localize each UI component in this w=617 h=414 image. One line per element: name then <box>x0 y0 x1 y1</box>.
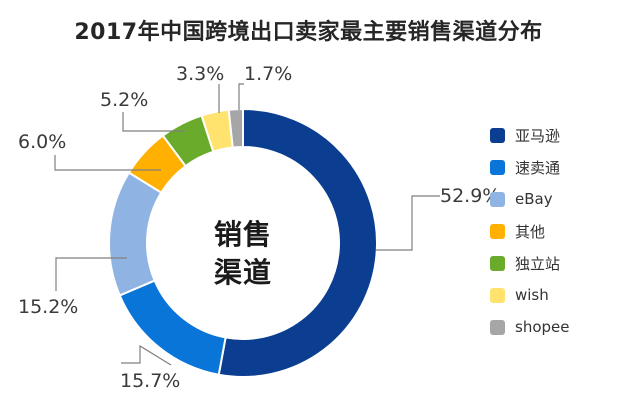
legend-label: eBay <box>515 190 553 208</box>
center-label-line-1: 销售 <box>213 218 272 251</box>
center-label-line-2: 渠道 <box>213 256 272 289</box>
legend-item-other: 其他 <box>490 215 569 247</box>
slice-aliexpress <box>118 279 227 376</box>
legend-item-amazon: 亚马逊 <box>490 119 569 151</box>
data-label-aliexpress: 15.7% <box>120 370 180 392</box>
data-label-ebay: 15.2% <box>18 296 78 318</box>
legend-swatch <box>490 159 505 175</box>
legend-swatch <box>490 287 505 303</box>
legend-label: 其他 <box>515 222 546 241</box>
legend-label: 独立站 <box>515 254 561 273</box>
legend-label: 亚马逊 <box>515 126 561 145</box>
chart-title: 2017年中国跨境出口卖家最主要销售渠道分布 <box>74 20 543 45</box>
legend-item-ebay: eBay <box>490 183 569 215</box>
data-label-shopee: 1.7% <box>244 63 292 85</box>
slice-shopee <box>227 107 244 149</box>
leader-line-ebay <box>55 257 127 291</box>
leader-line-amazon <box>376 195 440 251</box>
data-label-independent-site: 5.2% <box>100 89 148 111</box>
chart-legend: 亚马逊 速卖通 eBay 其他 独立站 wish shopee <box>490 119 569 343</box>
leader-line-shopee <box>238 83 244 110</box>
leader-line-independent-site <box>122 112 185 132</box>
legend-label: shopee <box>515 318 570 336</box>
legend-swatch <box>490 127 505 143</box>
slice-ebay <box>108 171 163 297</box>
data-label-other: 6.0% <box>18 131 66 153</box>
legend-item-shopee: shopee <box>490 311 569 343</box>
data-label-amazon: 52.9% <box>440 185 500 207</box>
legend-swatch <box>490 191 505 207</box>
legend-swatch <box>490 255 505 271</box>
legend-item-aliexpress: 速卖通 <box>490 151 569 183</box>
leader-line-aliexpress <box>121 344 172 366</box>
leader-line-other <box>54 155 161 171</box>
data-label-wish: 3.3% <box>176 63 224 85</box>
slice-amazon <box>217 107 378 378</box>
legend-item-independent-site: 独立站 <box>490 247 569 279</box>
legend-label: wish <box>515 286 549 304</box>
legend-swatch <box>490 319 505 335</box>
legend-item-wish: wish <box>490 279 569 311</box>
legend-label: 速卖通 <box>515 158 561 177</box>
legend-swatch <box>490 223 505 239</box>
